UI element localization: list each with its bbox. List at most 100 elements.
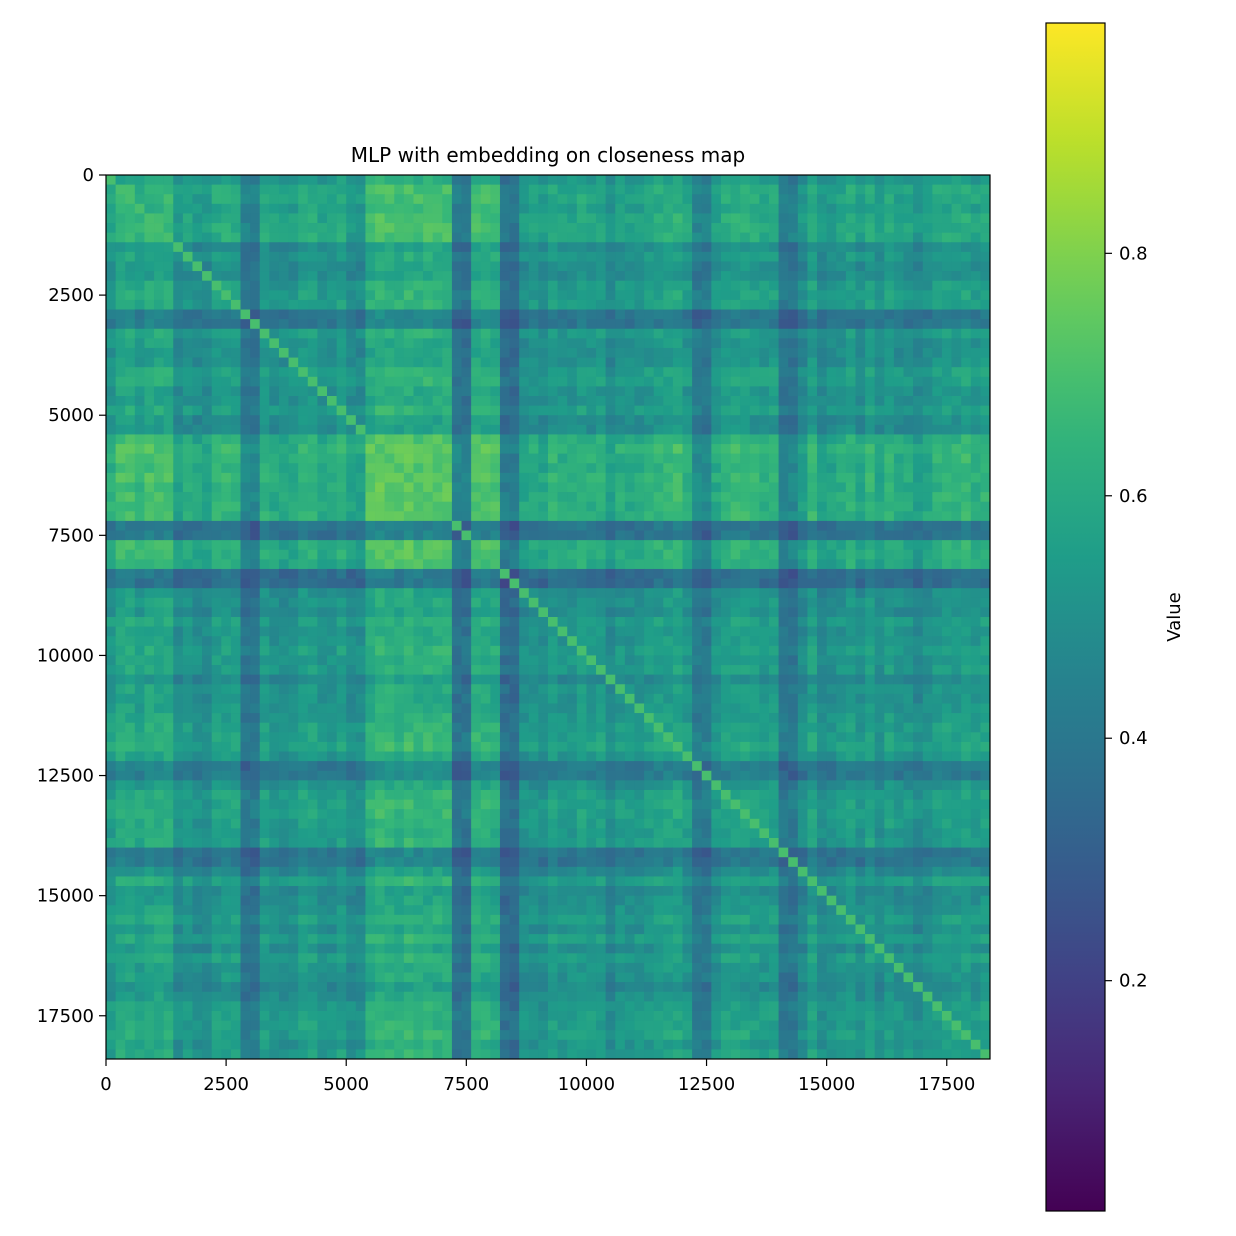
heatmap-cell — [346, 693, 357, 704]
heatmap-cell — [692, 424, 703, 435]
heatmap-cell — [432, 299, 443, 310]
heatmap-cell — [125, 492, 136, 502]
heatmap-cell — [394, 607, 405, 618]
heatmap-cell — [471, 328, 482, 339]
heatmap-cell — [106, 636, 116, 647]
heatmap-cell — [749, 309, 760, 320]
heatmap-cell — [317, 405, 328, 416]
heatmap-cell — [336, 396, 347, 406]
heatmap-cell — [951, 636, 962, 647]
heatmap-cell — [202, 540, 212, 551]
heatmap-cell — [893, 588, 904, 599]
heatmap-cell — [509, 617, 520, 627]
heatmap-cell — [672, 338, 683, 349]
heatmap-cell — [528, 184, 539, 195]
heatmap-cell — [519, 578, 530, 589]
heatmap-cell — [759, 261, 770, 272]
heatmap-cell — [230, 482, 241, 493]
heatmap-cell — [865, 299, 875, 310]
heatmap-cell — [154, 665, 164, 675]
heatmap-cell — [932, 194, 943, 205]
heatmap-cell — [163, 415, 174, 426]
heatmap-cell — [634, 578, 645, 589]
heatmap-cell — [567, 367, 578, 378]
heatmap-cell — [115, 501, 126, 512]
heatmap-cell — [644, 626, 654, 637]
heatmap-cell — [230, 309, 241, 320]
heatmap-cell — [346, 674, 357, 685]
heatmap-cell — [355, 194, 366, 205]
heatmap-cell — [269, 357, 280, 368]
heatmap-cell — [672, 357, 683, 368]
heatmap-cell — [951, 280, 962, 291]
heatmap-cell — [778, 299, 789, 310]
heatmap-cell — [980, 501, 991, 512]
heatmap-cell — [845, 405, 856, 416]
heatmap-cell — [259, 223, 270, 233]
heatmap-cell — [288, 645, 299, 656]
heatmap-cell — [644, 645, 654, 656]
heatmap-cell — [240, 347, 251, 358]
heatmap-cell — [778, 386, 789, 397]
heatmap-cell — [307, 386, 318, 397]
heatmap-cell — [826, 261, 837, 272]
heatmap-cell — [836, 655, 847, 666]
heatmap-cell — [730, 396, 741, 406]
heatmap-cell — [221, 424, 232, 435]
heatmap-cell — [394, 588, 405, 599]
heatmap-cell — [557, 396, 568, 406]
heatmap-cell — [375, 357, 385, 368]
heatmap-cell — [865, 319, 875, 330]
heatmap-cell — [355, 617, 366, 627]
heatmap-cell — [327, 472, 337, 483]
heatmap-cell — [913, 357, 924, 368]
heatmap-cell — [605, 271, 616, 281]
heatmap-cell — [432, 588, 443, 599]
heatmap-cell — [788, 347, 799, 358]
heatmap-cell — [471, 232, 482, 243]
heatmap-cell — [903, 453, 914, 464]
heatmap-cell — [663, 655, 674, 666]
heatmap-cell — [759, 396, 770, 406]
heatmap-cell — [653, 194, 664, 205]
heatmap-cell — [154, 357, 164, 368]
heatmap-cell — [980, 617, 991, 627]
heatmap-cell — [980, 540, 991, 551]
heatmap-cell — [115, 309, 126, 320]
heatmap-cell — [163, 271, 174, 281]
heatmap-cell — [317, 463, 328, 474]
heatmap-cell — [250, 223, 261, 233]
heatmap-cell — [509, 328, 520, 339]
heatmap-cell — [182, 530, 193, 541]
heatmap-cell — [423, 482, 433, 493]
heatmap-cell — [182, 357, 193, 368]
heatmap-cell — [202, 636, 212, 647]
heatmap-cell — [423, 357, 433, 368]
heatmap-cell — [432, 184, 443, 195]
heatmap-cell — [288, 424, 299, 435]
heatmap-cell — [144, 251, 155, 262]
heatmap-cell — [624, 626, 635, 637]
heatmap-cell — [980, 396, 991, 406]
heatmap-cell — [471, 271, 482, 281]
heatmap-cell — [519, 184, 530, 195]
heatmap-cell — [672, 578, 683, 589]
heatmap-cell — [355, 319, 366, 330]
heatmap-cell — [980, 213, 991, 224]
heatmap-cell — [144, 511, 155, 522]
heatmap-cell — [115, 453, 126, 464]
heatmap-cell — [817, 213, 827, 224]
heatmap-cell — [423, 559, 433, 570]
heatmap-cell — [211, 357, 222, 368]
heatmap-cell — [807, 472, 818, 483]
heatmap-cell — [663, 568, 674, 579]
heatmap-cell — [682, 290, 693, 301]
heatmap-cell — [230, 213, 241, 224]
heatmap-cell — [538, 203, 549, 214]
heatmap-cell — [519, 203, 530, 214]
heatmap-cell — [240, 645, 251, 656]
heatmap-cell — [855, 203, 866, 214]
heatmap-cell — [807, 578, 818, 589]
heatmap-cell — [278, 492, 289, 502]
heatmap-cell — [307, 434, 318, 445]
